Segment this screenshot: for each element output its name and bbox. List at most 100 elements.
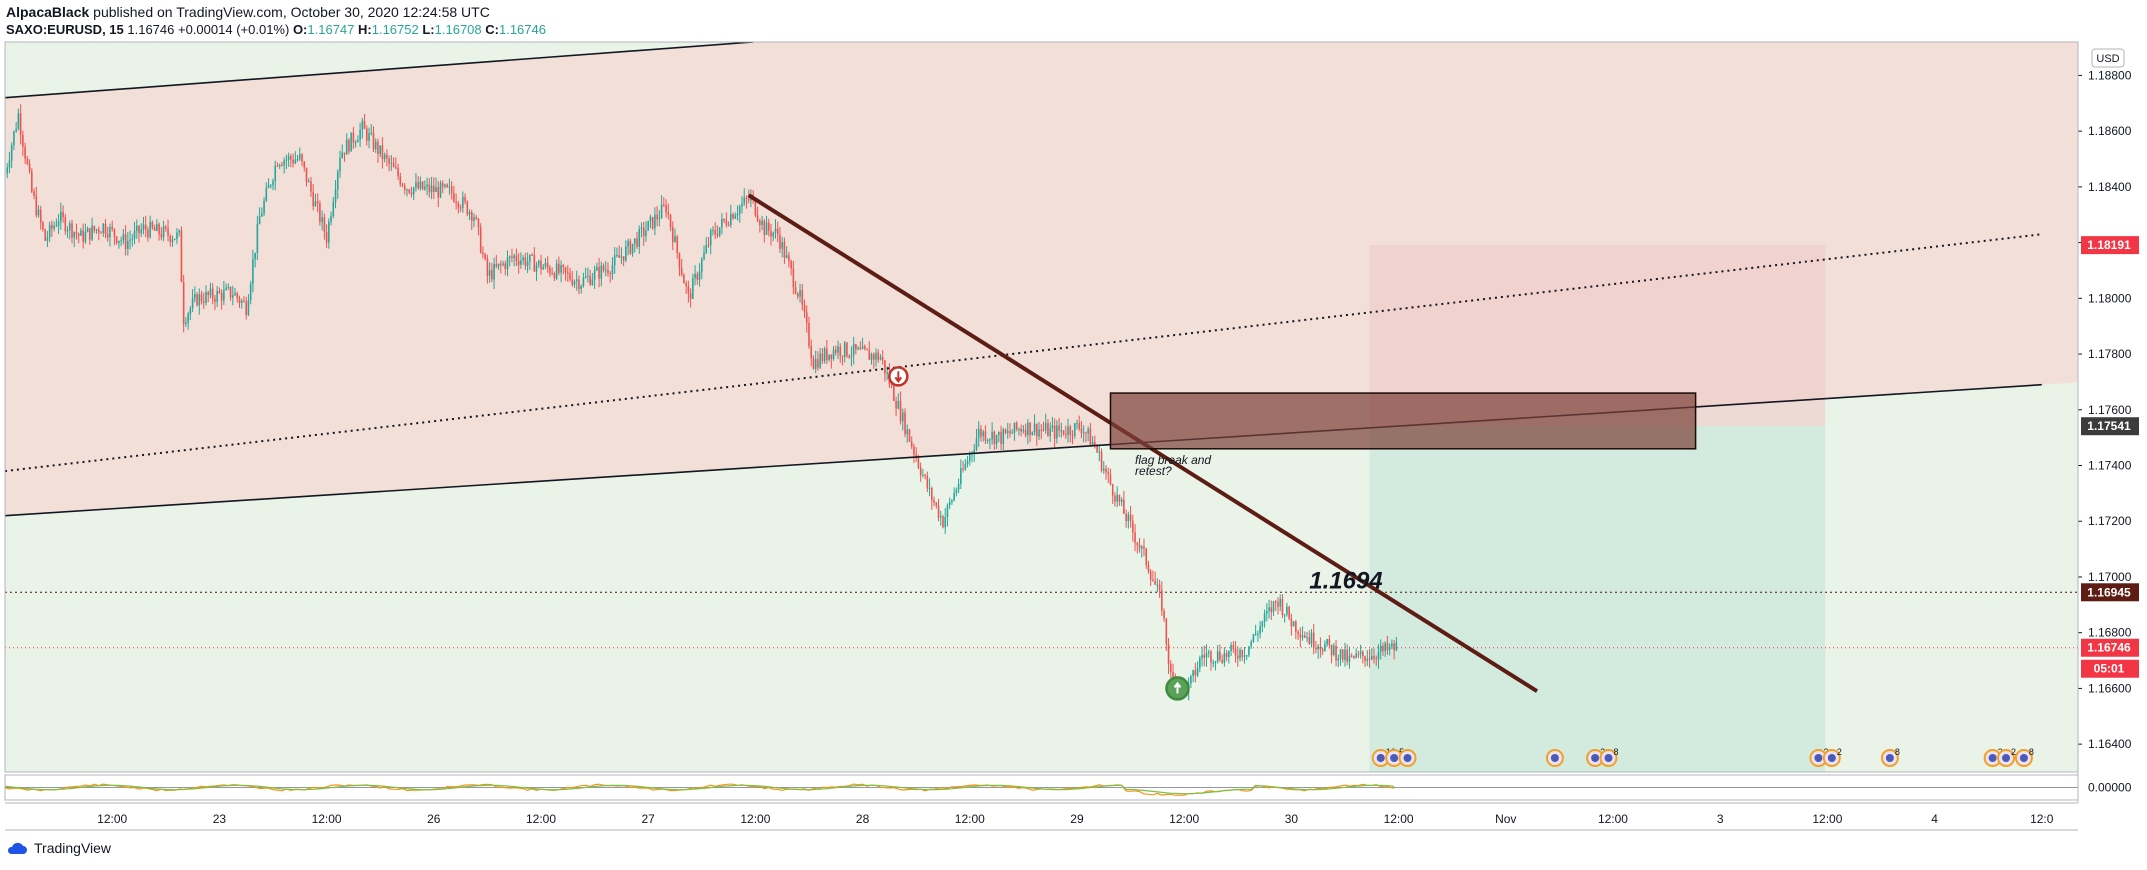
candle-body — [475, 217, 478, 219]
sell-signal-icon[interactable] — [888, 366, 909, 387]
candle-body — [1281, 598, 1284, 615]
price-axis[interactable]: USD1.188001.186001.184001.182001.180001.… — [2077, 42, 2143, 803]
target-zone[interactable] — [1369, 426, 1826, 772]
candle-body — [593, 270, 596, 280]
candle-body — [1348, 655, 1351, 662]
economic-event-icon[interactable]: 8 — [2014, 747, 2034, 767]
candle-body — [1366, 658, 1369, 661]
open-label: O: — [292, 22, 308, 37]
candle-body — [1067, 426, 1069, 436]
candle-body — [636, 238, 638, 247]
level-label[interactable]: 1.1694 — [1309, 567, 1382, 594]
candle-body — [520, 260, 522, 265]
candle-body — [1337, 658, 1340, 661]
lower-channel-line[interactable] — [5, 383, 2042, 517]
candle-body — [84, 232, 87, 242]
candle-body — [868, 350, 871, 360]
candle-body — [1299, 634, 1302, 638]
economic-event-icon[interactable]: 8 — [1880, 747, 1900, 767]
candle-body — [464, 196, 466, 202]
candle-body — [133, 230, 136, 239]
symbol-name[interactable]: SAXO:EURUSD, 15 — [6, 22, 124, 37]
time-tick-label: 12:00 — [312, 812, 342, 826]
candle-body — [991, 431, 993, 440]
candle-body — [1073, 423, 1076, 436]
buy-signal-icon[interactable] — [1165, 676, 1190, 701]
economic-event-icon[interactable]: 8 — [1599, 747, 1619, 767]
candle-body — [24, 146, 26, 159]
candle-body — [931, 488, 933, 501]
candle-body — [607, 269, 609, 274]
candle-body — [589, 275, 591, 285]
oscillator-pane[interactable] — [4, 774, 2079, 804]
candle-body — [428, 184, 431, 193]
candle-body — [319, 203, 321, 223]
candle-body — [303, 161, 306, 168]
event-flag-dot — [1550, 754, 1559, 762]
candle-body — [890, 384, 893, 386]
candle-body — [591, 279, 594, 285]
supply-zone[interactable] — [1109, 392, 1697, 450]
candle-body — [234, 293, 236, 296]
candle-body — [1125, 513, 1127, 522]
candle-body — [1259, 626, 1261, 634]
time-axis[interactable]: 12:00 23 12:00 26 12:00 27 12:00 28 12:00 29 12:00… — [5, 812, 2078, 831]
candle-body — [676, 236, 679, 253]
candle-body — [424, 186, 426, 190]
candle-body — [1326, 639, 1328, 645]
candle-body — [26, 158, 29, 164]
price-badge[interactable] — [2081, 236, 2139, 255]
candle-body — [13, 131, 15, 146]
upper-channel-line[interactable] — [5, 42, 754, 99]
candle-body — [1167, 644, 1170, 665]
economic-event-icon[interactable] — [1545, 749, 1564, 767]
tradingview-logo[interactable]: TradingView — [6, 840, 111, 856]
candle-body — [1091, 442, 1094, 446]
candle-body — [734, 215, 737, 219]
candle-body — [109, 226, 111, 238]
economic-event-icon[interactable] — [1398, 749, 1417, 767]
candle-body — [1283, 614, 1286, 616]
event-count: 2 — [2011, 747, 2016, 757]
price-badge[interactable] — [2081, 417, 2139, 436]
candle-body — [832, 349, 835, 360]
candle-body — [218, 291, 221, 294]
price-badge[interactable] — [2081, 638, 2139, 657]
candle-body — [1029, 422, 1031, 436]
price-badge[interactable] — [2081, 583, 2139, 602]
economic-event-icon[interactable]: 2 — [1997, 747, 2016, 767]
candle-body — [1328, 639, 1331, 645]
candle-body — [953, 492, 955, 501]
candle-body — [725, 220, 728, 225]
candle-body — [48, 224, 51, 238]
annotation-line-2[interactable]: retest? — [1135, 464, 1172, 478]
candle-body — [998, 431, 1000, 436]
author-name[interactable]: AlpacaBlack — [6, 4, 90, 20]
candle-body — [350, 132, 352, 152]
candle-body — [368, 133, 370, 141]
candle-body — [1082, 432, 1085, 434]
candle-body — [1027, 422, 1029, 436]
candle-body — [1216, 651, 1219, 662]
annotation-line-1[interactable]: flag break and — [1135, 453, 1211, 467]
candle-body — [285, 159, 288, 161]
candle-body — [540, 260, 542, 270]
event-count: 2 — [1837, 747, 1842, 757]
candle-body — [386, 154, 388, 159]
candle-body — [926, 476, 929, 489]
candle-body — [908, 429, 911, 442]
candle-body — [15, 128, 17, 132]
economic-event-icon[interactable]: 2 — [1822, 747, 1842, 767]
candle-body — [1196, 668, 1199, 676]
candle-body — [671, 227, 674, 243]
candle-body — [1199, 657, 1201, 669]
candle-body — [834, 349, 837, 353]
candle-body — [1295, 621, 1297, 632]
candle-body — [893, 384, 895, 401]
candle-body — [287, 156, 290, 160]
candle-body — [1102, 468, 1105, 471]
currency-button[interactable]: USD — [2091, 48, 2125, 68]
candle-body — [205, 292, 207, 303]
